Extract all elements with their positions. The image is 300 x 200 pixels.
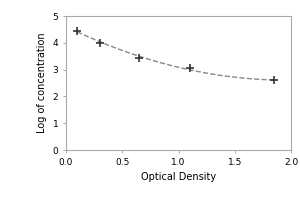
X-axis label: Optical Density: Optical Density [141, 172, 216, 182]
Y-axis label: Log of concentration: Log of concentration [37, 33, 47, 133]
